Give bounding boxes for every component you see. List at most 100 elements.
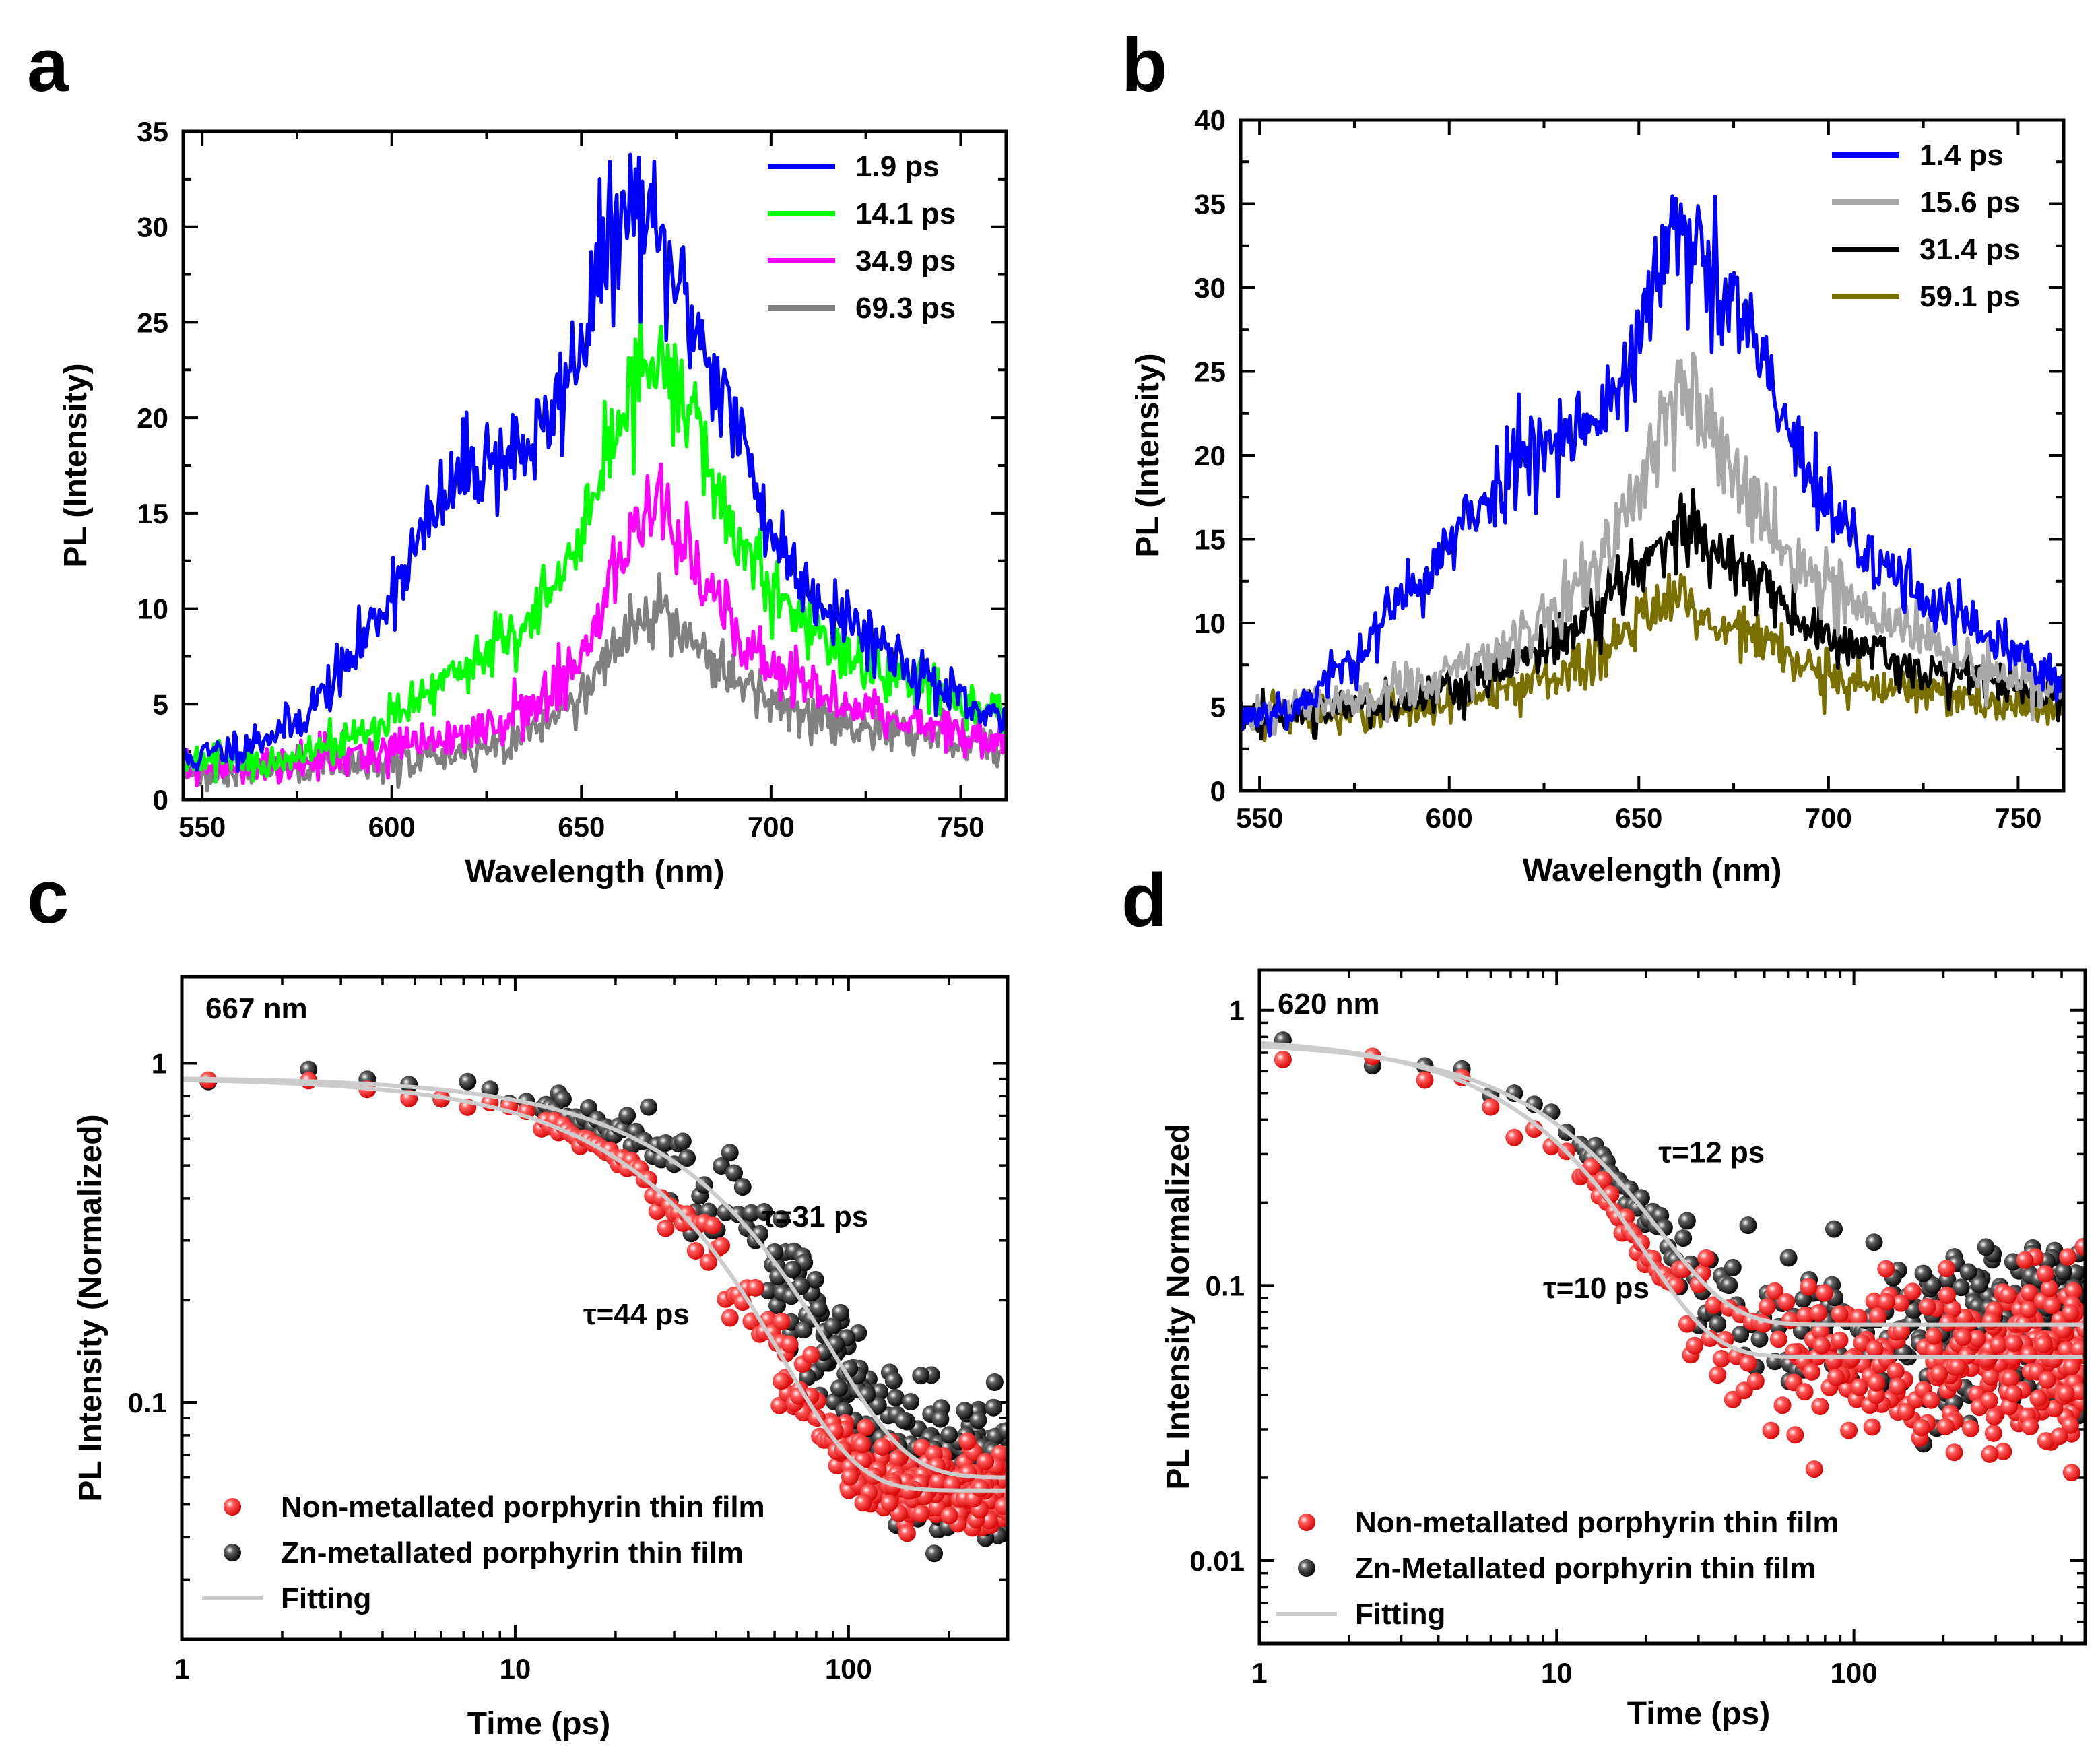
data-point-non-metallated [1981,1368,2000,1386]
data-point-non-metallated [880,1494,898,1512]
data-point-non-metallated [1746,1372,1765,1390]
data-point-non-metallated [1877,1260,1895,1278]
data-point-zn-metallated [1750,1330,1769,1348]
data-point-zn-metallated [1739,1216,1757,1235]
x-tick-label: 100 [1831,1657,1878,1689]
legend-label: 1.9 ps [855,150,940,183]
fit-curve [1259,1041,2083,1359]
y-tick-label: 0.1 [128,1387,167,1419]
data-point-non-metallated [2016,1251,2034,1269]
y-axis-title-d: PL Intensity Normalized [1160,1124,1196,1489]
data-point-zn-metallated [830,1379,848,1397]
data-point-non-metallated [1773,1396,1792,1414]
data-point-non-metallated [1869,1307,1887,1325]
y-tick-label: 1 [1229,995,1245,1027]
data-point-zn-metallated [810,1299,828,1318]
annotation-tau: τ=10 ps [1543,1272,1649,1305]
legend-label: 34.9 ps [855,245,956,278]
data-point-zn-metallated [887,1389,905,1406]
data-point-non-metallated [2074,1237,2085,1256]
data-point-zn-metallated [1865,1233,1883,1251]
data-point-non-metallated [721,1309,739,1327]
x-tick-label: 750 [1994,802,2041,834]
data-point-zn-metallated [733,1178,752,1196]
legend-label: Zn-Metallated porphyrin thin film [1355,1552,1816,1585]
x-tick-label: 600 [1426,802,1473,834]
data-point-zn-metallated [1970,1276,1988,1294]
y-tick-label: 5 [153,688,168,720]
data-point-zn-metallated [554,1090,572,1108]
data-point-non-metallated [1482,1098,1500,1116]
y-axis-title-a: PL (Intensity) [58,363,94,567]
panel-letter-a: a [27,23,69,107]
data-point-zn-metallated [985,1373,1004,1391]
data-point-non-metallated [1686,1336,1704,1355]
data-point-zn-metallated [902,1393,920,1410]
y-tick-label: 40 [1194,104,1226,136]
data-point-non-metallated [773,1312,791,1330]
data-point-non-metallated [2005,1334,2023,1353]
data-point-non-metallated [1810,1304,1828,1322]
y-tick-label: 30 [137,212,168,243]
data-point-non-metallated [1981,1312,2000,1330]
data-point-zn-metallated [931,1410,950,1428]
y-tick-label: 10 [1194,608,1226,639]
data-point-non-metallated [2059,1248,2077,1266]
data-point-non-metallated [1849,1309,1868,1327]
data-point-non-metallated [1812,1336,1831,1355]
x-tick-label: 700 [748,811,795,843]
data-point-non-metallated [1594,1171,1612,1189]
legend-marker [224,1498,241,1516]
fit-curve [182,1076,1006,1480]
data-point-non-metallated [1712,1350,1730,1367]
data-point-zn-metallated [721,1144,739,1162]
chart-panel-d: 1 10 100 0.01 0.1 1 τ=12 ps τ=10 ps 620 nm Tim… [1160,968,2087,1732]
plot-frame-d [1257,968,2087,1646]
data-point-non-metallated [1903,1282,1922,1301]
x-tick-label: 750 [937,811,984,843]
series-line-1.9-ps [183,152,1006,773]
wavelength-label-c: 667 nm [205,992,308,1025]
data-point-non-metallated [1994,1442,2012,1460]
data-point-zn-metallated [459,1072,477,1091]
data-point-zn-metallated [618,1107,636,1125]
data-point-non-metallated [912,1505,930,1523]
data-point-zn-metallated [940,1426,958,1444]
data-point-non-metallated [770,1396,789,1414]
data-point-non-metallated [1827,1368,1845,1386]
x-axis-title-d: Time (ps) [1627,1696,1770,1732]
data-point-non-metallated [2043,1297,2061,1315]
data-point-zn-metallated [772,1210,790,1228]
data-point-non-metallated [2004,1385,2023,1403]
legend-d: Non-metallated porphyrin thin film Zn-Met… [1276,1506,1839,1631]
data-point-non-metallated [1918,1298,1936,1316]
data-point-zn-metallated [884,1371,903,1390]
data-point-zn-metallated [1924,1276,1942,1294]
data-point-non-metallated [1936,1417,1955,1435]
data-point-zn-metallated [1674,1229,1693,1247]
y-tick-label: 30 [1194,272,1226,304]
y-axis-title-c: PL Intensity (Normalized) [73,1114,108,1501]
data-point-zn-metallated [678,1149,696,1167]
data-point-non-metallated [1897,1403,1915,1421]
data-point-zn-metallated [969,1411,987,1429]
x-axis-title-a: Wavelength (nm) [465,854,725,890]
data-point-non-metallated [1981,1445,1999,1463]
y-tick-label: 25 [137,306,168,338]
data-point-non-metallated [2040,1279,2058,1297]
data-point-non-metallated [1977,1350,1996,1368]
data-point-zn-metallated [657,1134,675,1152]
data-point-non-metallated [1877,1293,1895,1311]
x-tick-label: 700 [1805,802,1852,834]
data-point-non-metallated [1786,1426,1804,1444]
panel-letter-b: b [1121,23,1167,107]
y-tick-label: 35 [1194,189,1226,220]
data-point-non-metallated [977,1452,995,1470]
data-point-non-metallated [1766,1282,1784,1300]
data-point-non-metallated [1416,1071,1434,1089]
data-point-non-metallated [781,1335,799,1353]
data-point-non-metallated [2061,1416,2079,1434]
data-point-non-metallated [2071,1340,2085,1359]
data-point-zn-metallated [956,1402,974,1420]
data-point-non-metallated [2036,1265,2054,1283]
